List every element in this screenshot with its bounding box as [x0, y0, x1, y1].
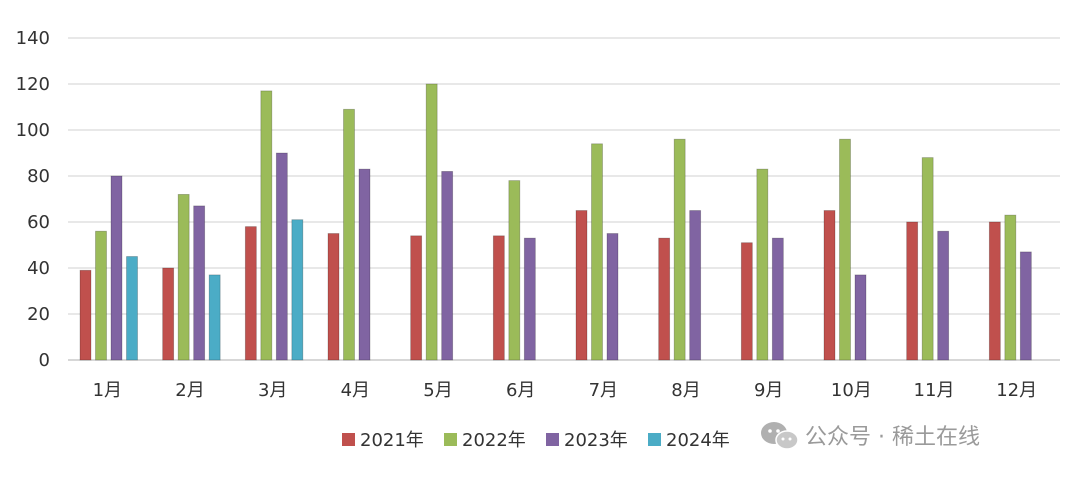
bar — [988, 221, 1001, 361]
bar — [193, 205, 206, 361]
x-tick-label: 6月 — [506, 380, 535, 401]
x-tick-label: 1月 — [93, 380, 122, 401]
x-tick-label: 10月 — [831, 380, 872, 401]
y-tick-label: 140 — [16, 28, 50, 49]
bar — [79, 269, 92, 361]
legend-swatch — [546, 433, 559, 446]
bar — [756, 168, 769, 361]
x-tick-label: 12月 — [996, 380, 1037, 401]
bar — [823, 210, 836, 361]
legend-swatch — [444, 433, 457, 446]
bar — [441, 170, 454, 361]
bar — [937, 230, 950, 361]
y-tick-label: 60 — [27, 212, 50, 233]
x-tick-label: 2月 — [175, 380, 204, 401]
bar — [1019, 251, 1032, 361]
bar — [839, 138, 851, 361]
x-tick-label: 11月 — [914, 380, 955, 401]
legend-swatch — [648, 433, 661, 446]
bar — [658, 237, 671, 361]
bar — [410, 235, 423, 361]
bar — [208, 274, 221, 361]
legend: 2021年 2022年 2023年 2024年 — [342, 430, 730, 451]
x-tick-label: 7月 — [589, 380, 618, 401]
bar — [244, 226, 257, 361]
legend-label: 2024年 — [666, 430, 730, 451]
x-tick-label: 3月 — [258, 380, 287, 401]
bar — [689, 210, 702, 361]
bar — [591, 143, 603, 361]
bar — [771, 237, 784, 361]
bar — [575, 210, 588, 361]
bar — [740, 242, 753, 361]
x-tick-label: 4月 — [341, 380, 370, 401]
bar — [95, 230, 107, 361]
bar — [162, 267, 175, 361]
bar — [327, 233, 340, 361]
y-tick-label: 0 — [39, 350, 50, 371]
x-axis: 1月 2月 3月 4月 5月 6月 7月 8月 9月 10月 11月 12月 — [93, 380, 1038, 401]
y-tick-label: 20 — [27, 304, 50, 325]
bar — [1004, 214, 1017, 361]
bar — [854, 274, 867, 361]
bar — [177, 193, 190, 361]
bar — [358, 168, 371, 361]
x-tick-label: 8月 — [671, 380, 700, 401]
y-tick-label: 40 — [27, 258, 50, 279]
bar — [425, 83, 438, 361]
wechat-icon — [761, 422, 799, 450]
grid-lines — [68, 37, 1060, 361]
x-tick-label: 5月 — [423, 380, 452, 401]
legend-label: 2023年 — [564, 430, 628, 451]
bar — [126, 256, 138, 361]
bar — [906, 221, 919, 361]
y-tick-label: 100 — [16, 120, 50, 141]
legend-label: 2022年 — [462, 430, 526, 451]
x-tick-label: 9月 — [754, 380, 783, 401]
bar — [606, 233, 619, 361]
watermark: 公众号 · 稀土在线 — [761, 422, 980, 450]
bars — [79, 83, 1032, 361]
y-tick-label: 120 — [16, 74, 50, 95]
bar — [260, 90, 273, 361]
watermark-text: 公众号 · 稀土在线 — [805, 425, 980, 450]
bar — [275, 152, 288, 361]
bar — [110, 175, 123, 361]
bar — [921, 157, 934, 361]
y-tick-label: 80 — [27, 166, 50, 187]
legend-swatch — [342, 433, 355, 446]
legend-label: 2021年 — [360, 430, 424, 451]
bar — [508, 180, 521, 361]
bar — [343, 108, 355, 361]
y-axis: 0 20 40 60 80 100 120 140 — [16, 28, 50, 371]
bar — [523, 237, 536, 361]
bar — [291, 219, 304, 361]
bar — [673, 138, 686, 361]
bar — [492, 235, 505, 361]
